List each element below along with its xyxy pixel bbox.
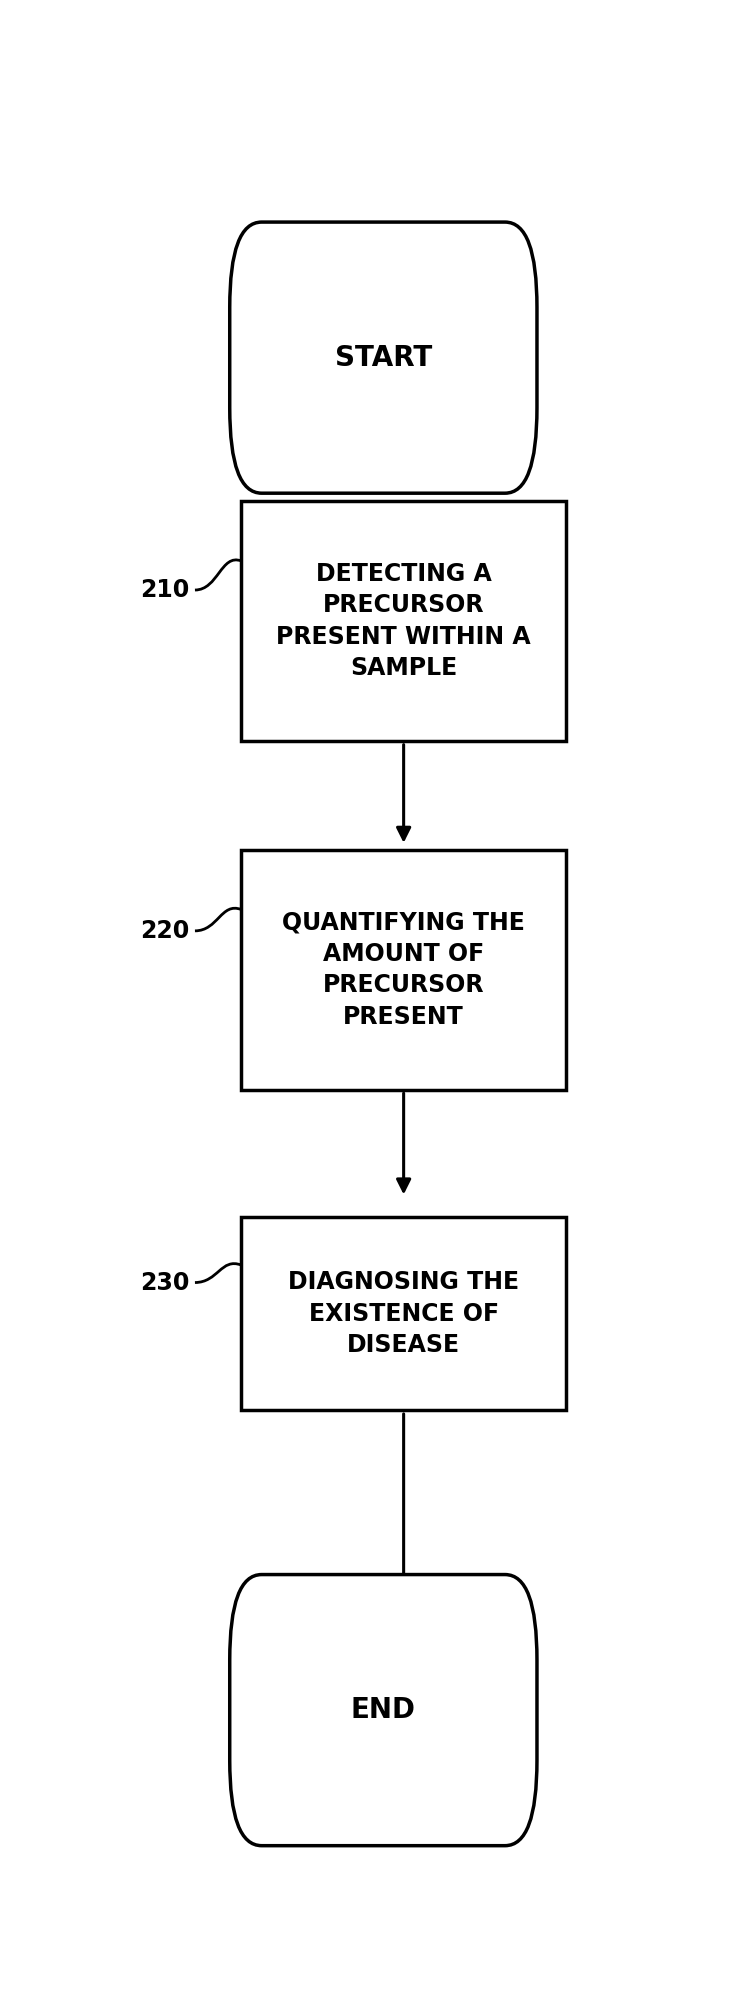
Text: 230: 230 (140, 1270, 189, 1294)
FancyBboxPatch shape (230, 221, 537, 493)
Text: START: START (334, 344, 432, 372)
Text: 220: 220 (140, 919, 189, 944)
FancyBboxPatch shape (242, 849, 566, 1091)
Text: DETECTING A
PRECURSOR
PRESENT WITHIN A
SAMPLE: DETECTING A PRECURSOR PRESENT WITHIN A S… (276, 561, 531, 680)
Text: 210: 210 (140, 577, 189, 602)
Text: QUANTIFYING THE
AMOUNT OF
PRECURSOR
PRESENT: QUANTIFYING THE AMOUNT OF PRECURSOR PRES… (282, 909, 525, 1028)
FancyBboxPatch shape (242, 1217, 566, 1410)
FancyBboxPatch shape (230, 1575, 537, 1845)
Text: END: END (351, 1696, 416, 1724)
FancyBboxPatch shape (242, 501, 566, 740)
Text: DIAGNOSING THE
EXISTENCE OF
DISEASE: DIAGNOSING THE EXISTENCE OF DISEASE (288, 1270, 519, 1358)
